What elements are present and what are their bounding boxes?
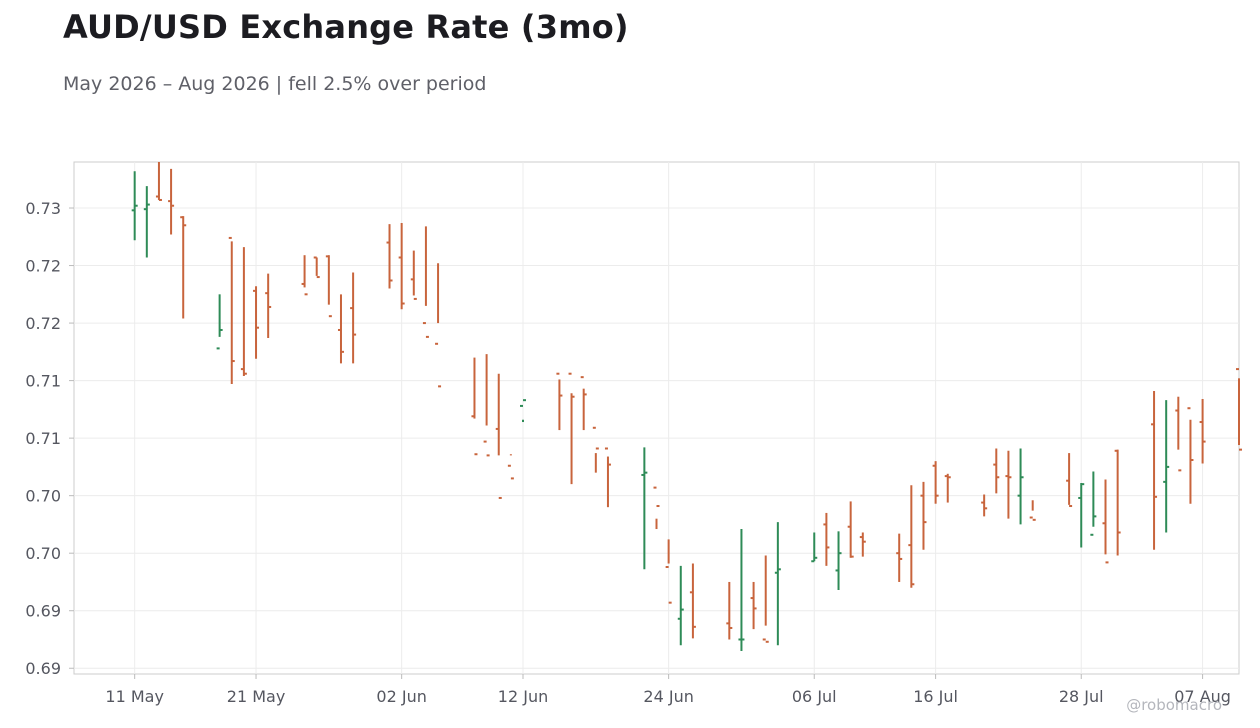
ohlc-bar bbox=[301, 255, 308, 296]
ohlc-bar bbox=[920, 481, 927, 550]
ohlc-bar bbox=[1005, 450, 1012, 519]
ohlc-bar bbox=[1078, 483, 1085, 548]
ohlc-bar bbox=[774, 522, 781, 646]
ohlc-bars bbox=[131, 162, 1242, 651]
ohlc-bar bbox=[568, 372, 575, 485]
ohlc-bar bbox=[520, 399, 527, 423]
watermark: @robomacro bbox=[1126, 696, 1222, 714]
y-tick-label: 0.72 bbox=[25, 314, 61, 333]
ohlc-bar bbox=[835, 531, 842, 591]
ohlc-bar bbox=[337, 294, 344, 364]
ohlc-bar bbox=[471, 357, 478, 456]
ohlc-bar bbox=[1114, 449, 1121, 556]
y-axis: 0.69 0.69 0.70 0.70 0.71 0.71 0.72 0.72 0.73 bbox=[25, 199, 74, 678]
ohlc-bar bbox=[422, 226, 429, 338]
ohlc-bar bbox=[859, 532, 866, 557]
ohlc-bar bbox=[180, 216, 187, 319]
x-tick-label: 21 May bbox=[227, 687, 286, 706]
ohlc-bar bbox=[908, 485, 915, 588]
ohlc-bar bbox=[604, 447, 611, 508]
ohlc-bar bbox=[689, 563, 696, 639]
ohlc-bar bbox=[1163, 400, 1170, 533]
y-tick-label: 0.70 bbox=[25, 487, 61, 506]
x-axis: 11 May 21 May 02 Jun 12 Jun 24 Jun 06 Jul 16 J… bbox=[105, 674, 1231, 706]
ohlc-bar bbox=[265, 273, 272, 339]
ohlc-bar bbox=[131, 171, 138, 241]
ohlc-bar bbox=[1199, 399, 1206, 464]
y-tick-label: 0.70 bbox=[25, 544, 61, 563]
ohlc-bar bbox=[641, 447, 648, 570]
ohlc-bar bbox=[993, 448, 1000, 494]
ohlc-bar bbox=[738, 529, 745, 651]
ohlc-bar bbox=[677, 565, 684, 646]
ohlc-bar bbox=[155, 162, 162, 201]
ohlc-bar bbox=[932, 461, 939, 504]
ohlc-bar bbox=[313, 256, 320, 279]
ohlc-bar bbox=[1187, 407, 1194, 504]
ohlc-bar bbox=[811, 532, 818, 563]
ohlc-bar bbox=[847, 501, 854, 558]
grid-layer bbox=[74, 162, 1239, 674]
ohlc-bar bbox=[944, 473, 951, 503]
ohlc-bar bbox=[762, 555, 769, 643]
ohlc-bar bbox=[228, 236, 235, 385]
ohlc-bar bbox=[386, 224, 393, 289]
ohlc-bar bbox=[143, 186, 150, 258]
ohlc-bar bbox=[592, 426, 599, 473]
ohlc-bar bbox=[653, 486, 660, 530]
ohlc-bar bbox=[216, 294, 223, 350]
y-tick-label: 0.72 bbox=[25, 257, 61, 276]
ohlc-bar bbox=[1017, 448, 1024, 525]
ohlc-bar bbox=[750, 581, 757, 630]
x-tick-label: 24 Jun bbox=[643, 687, 693, 706]
chart-subtitle: May 2026 – Aug 2026 | fell 2.5% over per… bbox=[63, 73, 487, 95]
ohlc-bar bbox=[1090, 471, 1097, 536]
ohlc-bar bbox=[1236, 368, 1242, 451]
ohlc-bar bbox=[398, 222, 405, 310]
ohlc-bar bbox=[495, 373, 502, 499]
ohlc-bar bbox=[665, 539, 672, 604]
x-tick-label: 07 Aug bbox=[1174, 687, 1231, 706]
y-tick-label: 0.73 bbox=[25, 199, 61, 218]
ohlc-bar bbox=[580, 376, 587, 431]
x-tick-label: 28 Jul bbox=[1059, 687, 1104, 706]
ohlc-bar bbox=[1175, 396, 1182, 472]
ohlc-bar bbox=[1029, 500, 1036, 521]
ohlc-bar bbox=[823, 512, 830, 566]
chart-title: AUD/USD Exchange Rate (3mo) bbox=[63, 8, 629, 46]
ohlc-bar bbox=[435, 263, 442, 388]
y-tick-label: 0.69 bbox=[25, 602, 61, 621]
x-tick-label: 11 May bbox=[105, 687, 164, 706]
ohlc-bar bbox=[981, 494, 988, 517]
ohlc-bar bbox=[1102, 479, 1109, 564]
ohlc-bar bbox=[240, 247, 247, 377]
ohlc-bar bbox=[168, 168, 175, 235]
y-tick-label: 0.69 bbox=[25, 659, 61, 678]
ohlc-bar bbox=[325, 255, 332, 318]
x-tick-label: 02 Jun bbox=[376, 687, 426, 706]
x-tick-label: 16 Jul bbox=[913, 687, 958, 706]
ohlc-bar bbox=[726, 581, 733, 640]
ohlc-bar bbox=[507, 454, 514, 480]
ohlc-bar bbox=[1066, 453, 1073, 508]
ohlc-bar bbox=[556, 372, 563, 431]
ohlc-bar bbox=[350, 272, 357, 364]
ohlc-bar bbox=[253, 286, 260, 359]
x-tick-label: 12 Jun bbox=[498, 687, 548, 706]
ohlc-bar bbox=[1151, 390, 1158, 550]
ohlc-bar bbox=[483, 354, 490, 457]
ohlc-bar bbox=[410, 250, 417, 300]
ohlc-bar bbox=[896, 533, 903, 582]
plot-area-border bbox=[73, 161, 1240, 675]
y-tick-label: 0.71 bbox=[25, 372, 61, 391]
y-tick-label: 0.71 bbox=[25, 429, 61, 448]
x-tick-label: 06 Jul bbox=[792, 687, 837, 706]
